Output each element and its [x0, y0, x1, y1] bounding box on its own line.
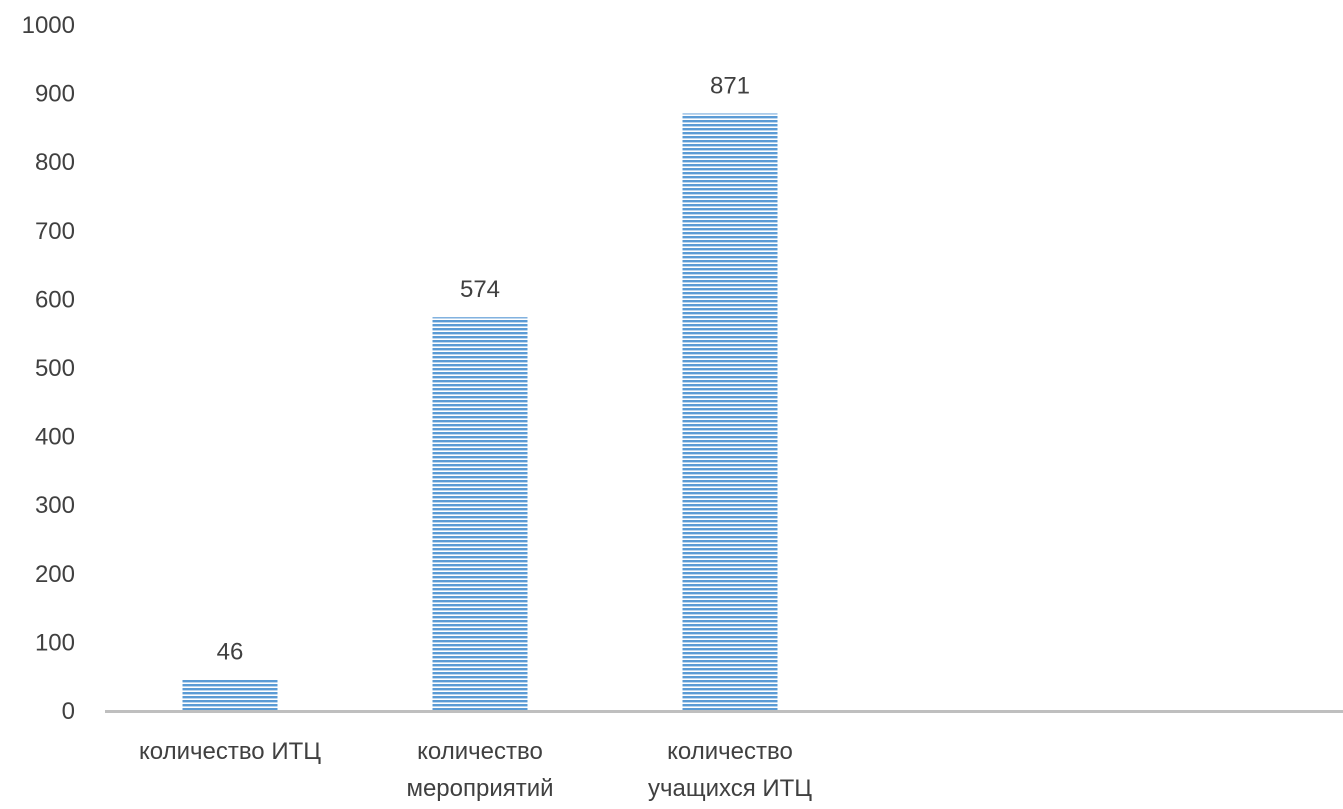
- data-labels-group: 46 574 871: [217, 72, 750, 665]
- y-tick-label: 300: [35, 492, 75, 519]
- x-category-label-line: мероприятий: [406, 775, 553, 802]
- bar-value-label: 574: [460, 276, 500, 303]
- y-tick-label: 1000: [22, 12, 75, 39]
- bar-value-label: 871: [710, 72, 750, 99]
- bars-group: [182, 113, 778, 711]
- bar-value-label: 46: [217, 638, 244, 665]
- x-category-label: количество ИТЦ: [139, 738, 321, 765]
- y-tick-label: 900: [35, 81, 75, 108]
- x-category-label-line: количество: [667, 738, 793, 765]
- x-category-label-line: учащихся ИТЦ: [648, 775, 812, 802]
- x-category-label-line: количество: [417, 738, 543, 765]
- bar: [182, 679, 278, 711]
- x-category-label: количество мероприятий: [406, 738, 553, 802]
- bar: [432, 317, 528, 711]
- x-category-label-line: количество ИТЦ: [139, 738, 321, 765]
- y-axis-ticks: 0 100 200 300 400 500 600 700 800 900 1000: [22, 12, 75, 725]
- y-tick-label: 600: [35, 286, 75, 313]
- y-tick-label: 100: [35, 629, 75, 656]
- category-labels-group: количество ИТЦ количество мероприятийколич…: [139, 738, 812, 802]
- bar: [682, 113, 778, 711]
- y-tick-label: 700: [35, 218, 75, 245]
- y-tick-label: 0: [62, 698, 75, 725]
- y-tick-label: 400: [35, 424, 75, 451]
- y-tick-label: 800: [35, 149, 75, 176]
- y-tick-label: 200: [35, 561, 75, 588]
- x-category-label: количество учащихся ИТЦ: [648, 738, 812, 802]
- y-tick-label: 500: [35, 355, 75, 382]
